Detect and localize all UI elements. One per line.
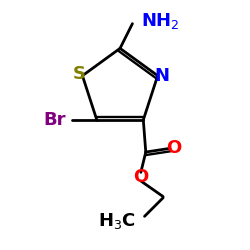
Text: S: S xyxy=(73,65,86,83)
Text: O: O xyxy=(133,168,148,186)
Text: N: N xyxy=(155,67,170,85)
Text: O: O xyxy=(166,139,181,157)
Text: NH$_2$: NH$_2$ xyxy=(141,11,180,31)
Text: H$_3$C: H$_3$C xyxy=(98,211,136,231)
Text: Br: Br xyxy=(44,111,66,129)
